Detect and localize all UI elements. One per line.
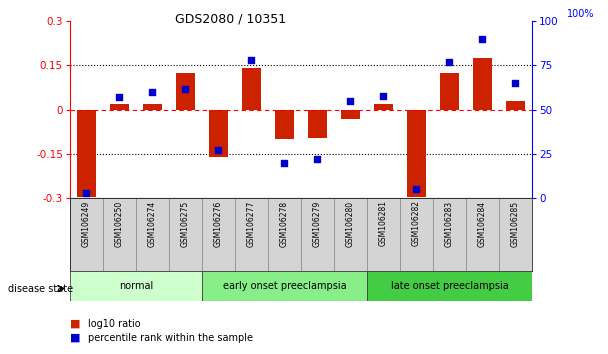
Text: GSM106274: GSM106274 [148, 200, 157, 247]
Bar [373, 104, 393, 110]
Text: 100%: 100% [567, 10, 594, 19]
Text: GSM106278: GSM106278 [280, 200, 289, 246]
Text: normal: normal [119, 281, 153, 291]
Bar [340, 110, 361, 119]
FancyBboxPatch shape [367, 198, 400, 271]
FancyBboxPatch shape [466, 198, 499, 271]
FancyBboxPatch shape [301, 198, 334, 271]
Bar [241, 68, 261, 110]
Text: GDS2080 / 10351: GDS2080 / 10351 [176, 12, 286, 25]
Bar [142, 104, 162, 110]
Text: GSM106275: GSM106275 [181, 200, 190, 247]
FancyBboxPatch shape [202, 198, 235, 271]
Point [412, 187, 421, 192]
FancyBboxPatch shape [70, 198, 103, 271]
Text: GSM106281: GSM106281 [379, 200, 388, 246]
FancyBboxPatch shape [136, 198, 169, 271]
Point [444, 59, 454, 65]
FancyBboxPatch shape [103, 198, 136, 271]
Point [511, 80, 520, 86]
Text: log10 ratio: log10 ratio [88, 319, 141, 329]
FancyBboxPatch shape [70, 271, 202, 301]
Text: ■: ■ [70, 319, 80, 329]
Text: GSM106249: GSM106249 [82, 200, 91, 247]
Text: late onset preeclampsia: late onset preeclampsia [390, 281, 508, 291]
FancyBboxPatch shape [334, 198, 367, 271]
FancyBboxPatch shape [235, 198, 268, 271]
FancyBboxPatch shape [400, 198, 433, 271]
Bar [77, 110, 96, 197]
FancyBboxPatch shape [367, 271, 532, 301]
Bar [472, 58, 492, 110]
Text: GSM106280: GSM106280 [346, 200, 355, 246]
Bar [308, 110, 327, 138]
Point [379, 93, 389, 98]
Bar [506, 101, 525, 110]
Text: percentile rank within the sample: percentile rank within the sample [88, 333, 253, 343]
Bar [109, 104, 130, 110]
Bar [275, 110, 294, 139]
Point [114, 95, 124, 100]
Text: GSM106279: GSM106279 [313, 200, 322, 247]
Text: GSM106285: GSM106285 [511, 200, 520, 246]
Text: disease state: disease state [8, 284, 73, 293]
Text: GSM106250: GSM106250 [115, 200, 124, 247]
Point [478, 36, 488, 42]
Point [148, 89, 157, 95]
Bar [440, 73, 460, 110]
Point [247, 57, 257, 63]
Text: GSM106282: GSM106282 [412, 200, 421, 246]
FancyBboxPatch shape [499, 198, 532, 271]
Text: GSM106284: GSM106284 [478, 200, 487, 246]
Point [81, 190, 91, 196]
FancyBboxPatch shape [169, 198, 202, 271]
Bar [407, 110, 426, 197]
FancyBboxPatch shape [433, 198, 466, 271]
Point [181, 86, 190, 91]
Text: ■: ■ [70, 333, 80, 343]
Point [280, 160, 289, 166]
Point [345, 98, 355, 104]
Text: early onset preeclampsia: early onset preeclampsia [223, 281, 347, 291]
Point [313, 156, 322, 162]
Text: GSM106283: GSM106283 [445, 200, 454, 246]
FancyBboxPatch shape [268, 198, 301, 271]
Point [213, 148, 223, 153]
Bar [176, 73, 195, 110]
Bar [209, 110, 229, 157]
Text: GSM106276: GSM106276 [214, 200, 223, 247]
FancyBboxPatch shape [202, 271, 367, 301]
Text: GSM106277: GSM106277 [247, 200, 256, 247]
